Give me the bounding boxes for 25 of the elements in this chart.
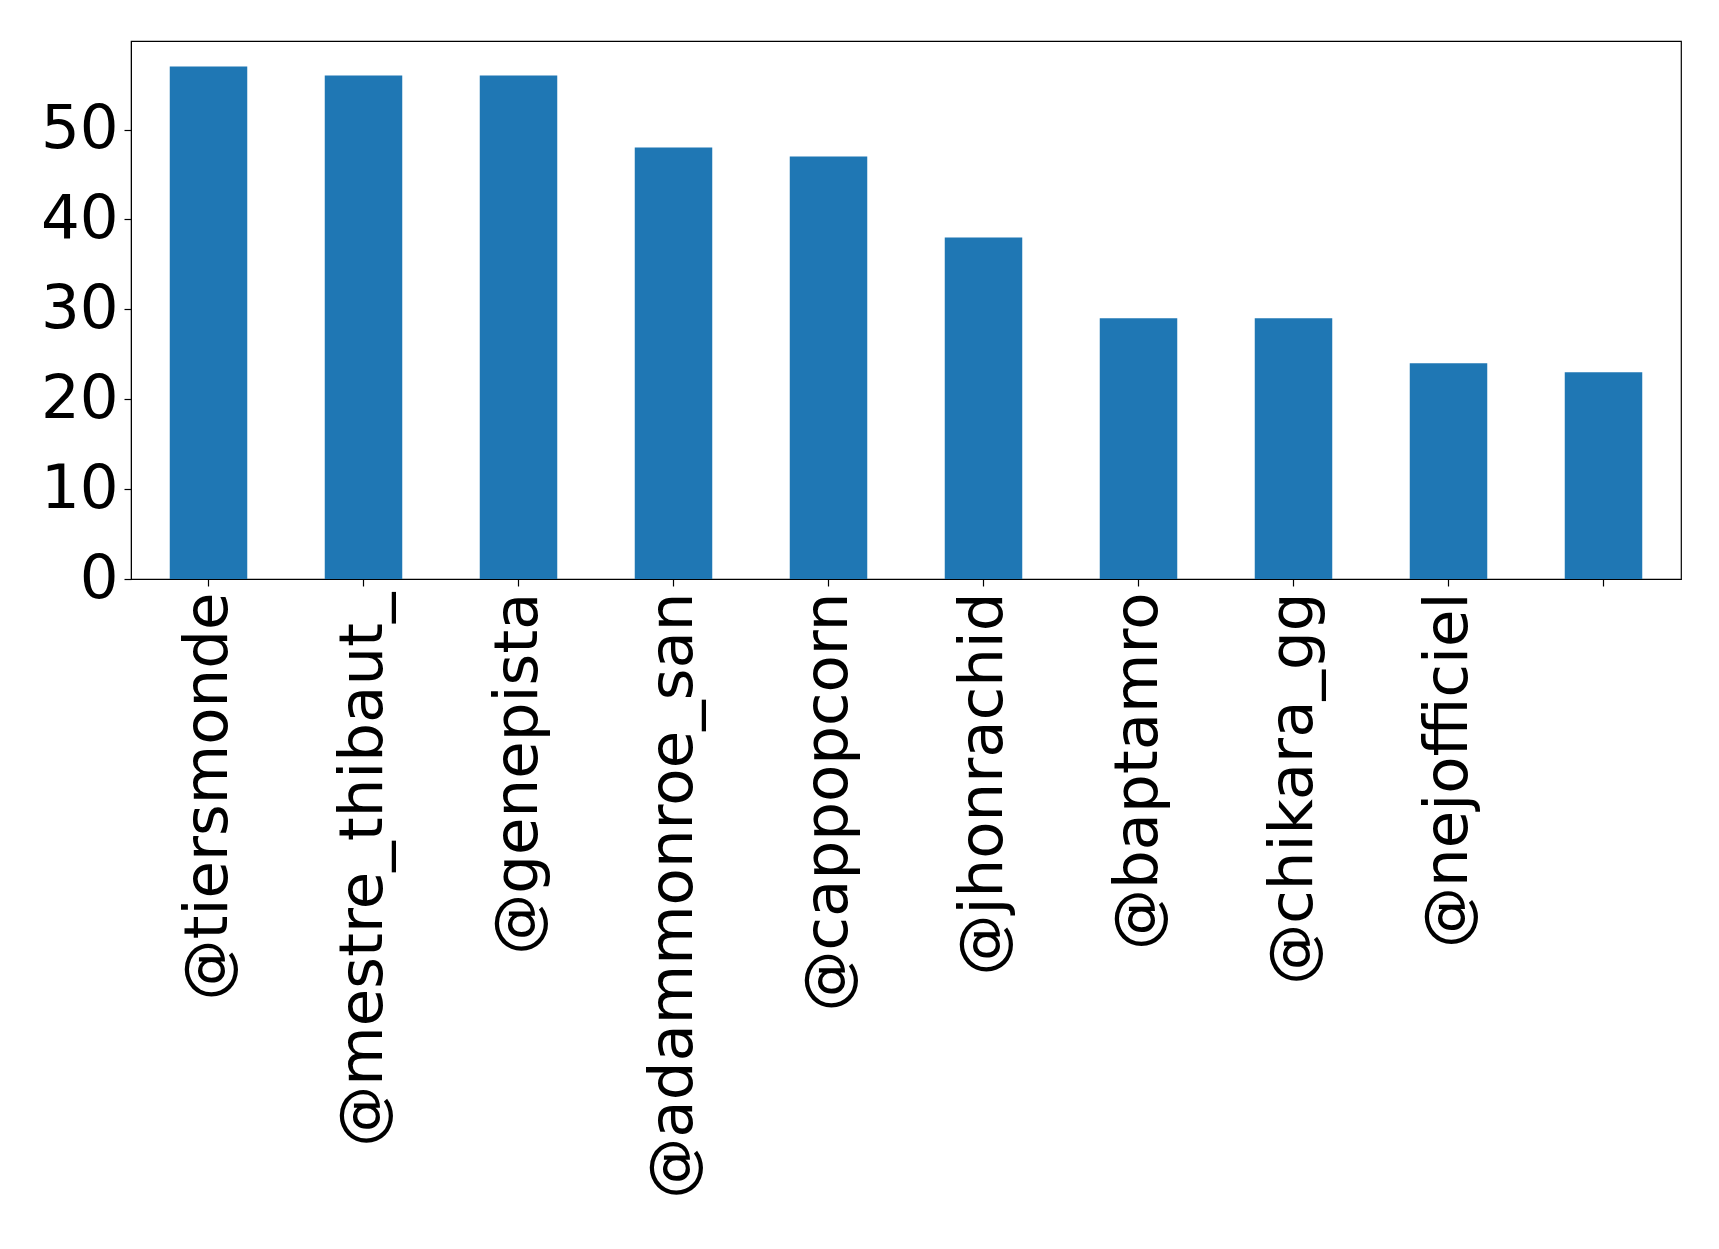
bar <box>1564 372 1643 579</box>
y-tick-label: 20 <box>40 360 119 432</box>
bar <box>1409 363 1488 579</box>
x-tick-label: @jhonrachid <box>944 592 1016 976</box>
bar <box>944 237 1023 579</box>
x-tick-label: @mestre_thibaut_ <box>324 591 396 1147</box>
bar <box>789 156 868 579</box>
x-tick-label: @adammonroe_san <box>634 592 706 1199</box>
x-tick-label: @cappopcorn <box>789 592 861 1012</box>
x-tick-label: @baptamro <box>1099 592 1171 951</box>
y-tick-label: 30 <box>40 270 119 342</box>
x-tick-label: @chikara_gg <box>1254 592 1326 985</box>
y-tick-label: 0 <box>79 540 119 612</box>
y-tick-label: 40 <box>40 180 119 252</box>
bar <box>1099 318 1178 579</box>
bar <box>634 147 713 579</box>
bar <box>324 75 403 579</box>
bar <box>479 75 558 579</box>
bar <box>169 66 248 579</box>
x-tick-label: @tiersmonde <box>169 592 241 1001</box>
y-tick-label: 50 <box>40 91 119 163</box>
y-tick-label: 10 <box>40 450 119 522</box>
bar <box>1254 318 1333 579</box>
x-tick-label: @genepista <box>479 592 551 955</box>
x-tick-label: @nejofficiel <box>1409 592 1481 948</box>
